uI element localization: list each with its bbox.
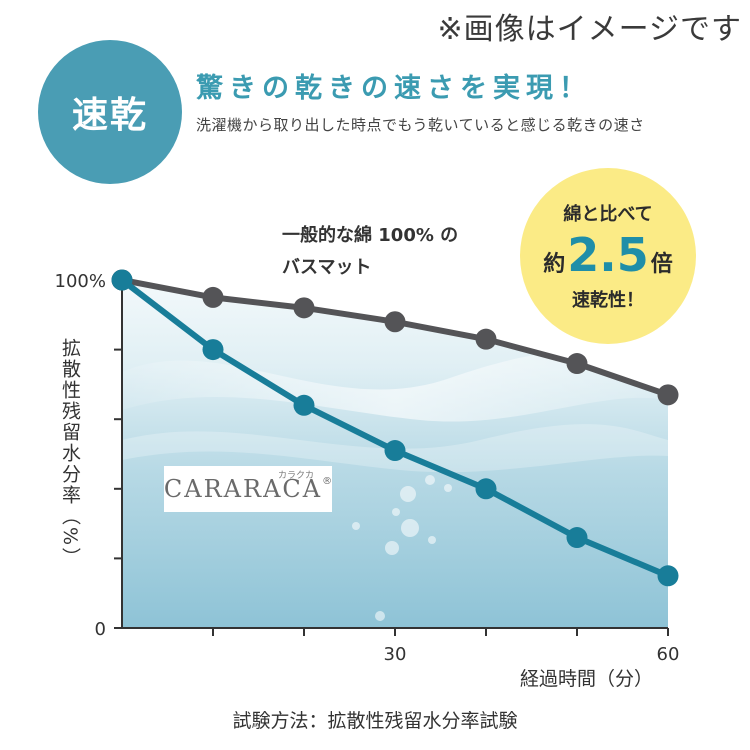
x-axis-label: 経過時間（分）	[520, 668, 654, 690]
bubble-dot	[401, 519, 419, 537]
bubble-suffix: 倍	[650, 252, 673, 277]
bubble-value: 2.5	[567, 228, 649, 282]
legend-cotton-line2: バスマット	[282, 257, 372, 278]
y-tick-label: 100%	[55, 271, 106, 292]
bubble-dot	[392, 508, 400, 516]
water-wave	[122, 424, 668, 473]
water-bubbles	[352, 475, 452, 621]
image-disclaimer: ※画像はイメージです	[437, 12, 742, 47]
quick-dry-badge: 速乾	[38, 40, 182, 184]
water-wave	[122, 350, 668, 422]
bubble-dot	[444, 484, 452, 492]
point-cotton	[293, 297, 315, 319]
point-cararaca	[111, 269, 133, 291]
bubble-dot	[428, 536, 436, 544]
point-cararaca	[475, 478, 497, 500]
cararaca-logo: カラクカ CARARACA ®	[164, 466, 332, 512]
point-cararaca	[293, 394, 315, 416]
bubble-compare-text: 綿と比べて	[563, 204, 653, 225]
point-cotton	[202, 286, 224, 308]
y-tick-label: 0	[95, 619, 106, 640]
x-tick-label: 30	[384, 644, 407, 665]
legend-cotton-line1: 一般的な綿 100% の	[282, 225, 459, 246]
bubble-dot	[352, 522, 360, 530]
bubble-dot	[385, 541, 399, 555]
point-cotton	[566, 353, 588, 375]
bubble-prefix: 約	[543, 252, 566, 277]
series-layer	[111, 269, 679, 587]
test-method: 試験方法：拡散性残留水分率試験	[232, 710, 518, 732]
point-cotton	[384, 311, 406, 333]
subheadline: 洗濯機から取り出した時点でもう乾いていると感じる乾きの速さ	[196, 116, 645, 134]
headline: 驚きの乾きの速さを実現！	[196, 73, 592, 104]
tick-labels: 100% 0 30 60	[55, 271, 680, 665]
bubble-quick-dry: 速乾性！	[572, 290, 644, 311]
point-cararaca	[657, 565, 679, 587]
legend-cotton: 一般的な綿 100% の バスマット	[282, 220, 502, 284]
point-cararaca	[384, 440, 406, 462]
point-cararaca	[202, 339, 224, 361]
bubble-dot	[425, 475, 435, 485]
y-axis-label: 拡散性残留水分率（%）	[59, 338, 81, 569]
point-cotton	[475, 328, 497, 350]
point-cararaca	[566, 527, 588, 549]
comparison-bubble: 綿と比べて 約 2.5 倍 速乾性！	[520, 168, 696, 344]
logo-kana: カラクカ	[277, 471, 314, 481]
bubble-dot	[375, 611, 385, 621]
point-cotton	[657, 384, 679, 406]
logo-reg: ®	[322, 476, 333, 487]
logo-text: CARARACA	[163, 475, 323, 503]
bubble-dot	[400, 486, 416, 502]
x-tick-label: 60	[657, 644, 680, 665]
